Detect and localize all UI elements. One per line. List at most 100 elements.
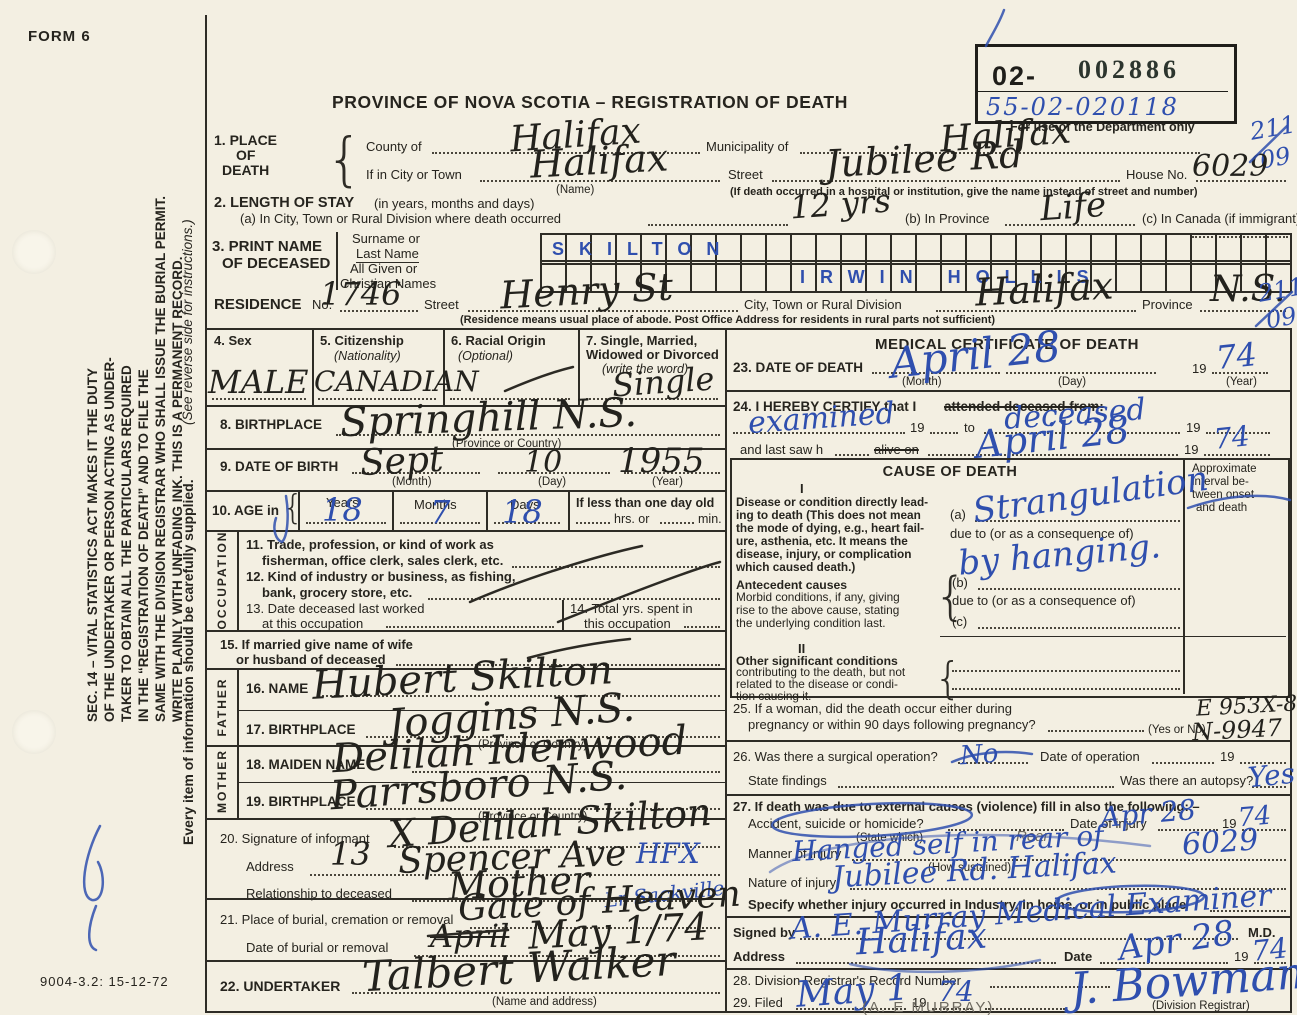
dotted-rule: [1196, 180, 1286, 182]
ink-dash-racial-origin: [503, 365, 575, 393]
municipality-label: Municipality of: [706, 139, 789, 154]
name-caption: (Name): [556, 184, 595, 196]
registration-number-handwritten: 55-02-020118: [986, 93, 1179, 121]
age-hrs-label: hrs. or: [614, 512, 650, 526]
dotted-rule: [1254, 962, 1286, 964]
cell-divider: [443, 328, 445, 405]
cause-part-2: II: [798, 641, 806, 656]
sidebar-line: IN THE “REGISTRATION OF DEATH” AND TO FI…: [136, 369, 151, 722]
dotted-rule: [952, 670, 1180, 672]
row-divider: [205, 960, 725, 962]
house-no-label: House No.: [1126, 167, 1188, 182]
s15-label: or husband of deceased: [236, 652, 386, 667]
other-brace: {: [934, 653, 962, 704]
dotted-rule: [306, 522, 386, 524]
residence-street-label: Street: [424, 297, 459, 312]
dotted-rule: [1152, 762, 1214, 764]
q26-year-prefix: 19: [1220, 749, 1235, 764]
dotted-rule: [412, 771, 720, 773]
dotted-rule: [336, 434, 720, 436]
filed-pencil-note: (A. E MURRAY): [862, 999, 995, 1015]
q25-caption: (Yes or No): [1148, 724, 1206, 736]
residence-city-value: Halifax: [973, 263, 1115, 315]
undertaker-caption: (Name and address): [492, 996, 597, 1008]
informant-signature-label: 20. Signature of informant: [220, 831, 370, 846]
given-names-letter-grid: [540, 260, 1292, 293]
marital-label: Widowed or Divorced: [586, 347, 719, 362]
dotted-rule: [984, 432, 1180, 434]
q26-operation-value: No: [959, 738, 1000, 772]
county-label: County of: [366, 139, 422, 154]
last-saw-year-prefix: 19: [1184, 442, 1199, 457]
table-border: [205, 1011, 1292, 1013]
due-to-2: due to (or as a consequence of): [952, 593, 1136, 608]
age-months-value: 7: [430, 493, 451, 531]
dotted-rule: [772, 180, 1120, 182]
q27-year-prefix: 19: [1222, 816, 1237, 831]
age-years-value: 18: [322, 491, 363, 529]
dotted-rule: [340, 310, 418, 312]
certify-to: to: [964, 420, 975, 435]
antecedent-text: rise to the above cause, stating: [736, 603, 900, 617]
dob-year-caption: (Year): [652, 476, 683, 488]
occupation-group-label: OCCUPATION: [215, 530, 229, 630]
q26-date-label: Date of operation: [1040, 749, 1140, 764]
dotted-rule: [838, 786, 1114, 788]
dotted-rule: [990, 986, 1110, 988]
dotted-rule: [978, 627, 1180, 629]
stamp-caption: For use of the Department only: [1010, 120, 1195, 134]
s1-label: DEATH: [222, 162, 270, 178]
page-title: PROVINCE OF NOVA SCOTIA – REGISTRATION O…: [332, 92, 848, 112]
signed-date-label: Date: [1064, 949, 1093, 964]
dotted-rule: [1005, 224, 1135, 226]
row-divider: [205, 745, 725, 747]
dotted-rule: [936, 310, 1136, 312]
dotted-rule: [928, 454, 1178, 456]
surname-label: Last Name: [356, 246, 419, 263]
signed-year-prefix: 19: [1234, 949, 1249, 964]
dotted-rule: [930, 432, 958, 434]
informant-address-no: 13: [330, 835, 371, 873]
undertaker-label: 22. UNDERTAKER: [220, 978, 341, 994]
citizenship-sub: (Nationality): [334, 349, 401, 363]
row-divider: [725, 740, 1290, 742]
disease-text: disease, injury, or complication: [736, 547, 912, 561]
dod-day-caption: (Day): [1058, 376, 1087, 388]
group-divider: [237, 530, 239, 630]
dob-day-value: 10: [524, 445, 563, 480]
marital-label: 7. Single, Married,: [586, 333, 698, 348]
sidebar-line: OF THE UNDERTAKER OR PERSON ACTING AS UN…: [102, 357, 117, 722]
citizenship-label: 5. Citizenship: [320, 333, 404, 348]
row-divider: [237, 782, 725, 783]
residence-no-label: No.: [312, 297, 333, 312]
row-divider: [205, 668, 725, 670]
s2b-value: Life: [1038, 184, 1108, 230]
dob-month-value: Sept: [358, 438, 445, 485]
age-years-label: Years: [326, 495, 359, 510]
q11-label: 11. Trade, profession, or kind of work a…: [246, 537, 494, 552]
dotted-rule: [512, 566, 720, 568]
interval-header: and death: [1196, 502, 1248, 514]
dotted-rule: [412, 900, 700, 902]
dotted-rule: [386, 626, 554, 628]
dotted-rule: [318, 398, 436, 400]
cause-of-death-box: [730, 458, 1290, 698]
date-of-death-label: 23. DATE OF DEATH: [733, 360, 864, 375]
dotted-rule: [494, 522, 560, 524]
mother-birthplace-label: 19. BIRTHPLACE: [246, 794, 356, 809]
dotted-rule: [978, 588, 1180, 590]
dotted-rule: [1252, 786, 1286, 788]
dob-label: 9. DATE OF BIRTH: [220, 459, 339, 474]
medical-certificate-title: MEDICAL CERTIFICATE OF DEATH: [875, 336, 1139, 353]
interval-header: interval be-: [1192, 476, 1249, 488]
dotted-rule: [948, 829, 1064, 831]
burial-date-label: Date of burial or removal: [246, 940, 389, 955]
filed-year-prefix: 19: [912, 995, 927, 1010]
age-days-value: 18: [502, 493, 543, 531]
last-saw-label: and last saw h: [740, 442, 824, 457]
cell-divider: [562, 600, 564, 630]
q13-label: at this occupation: [262, 616, 364, 631]
cause-a-label: (a): [950, 507, 966, 522]
row-divider: [205, 530, 725, 532]
